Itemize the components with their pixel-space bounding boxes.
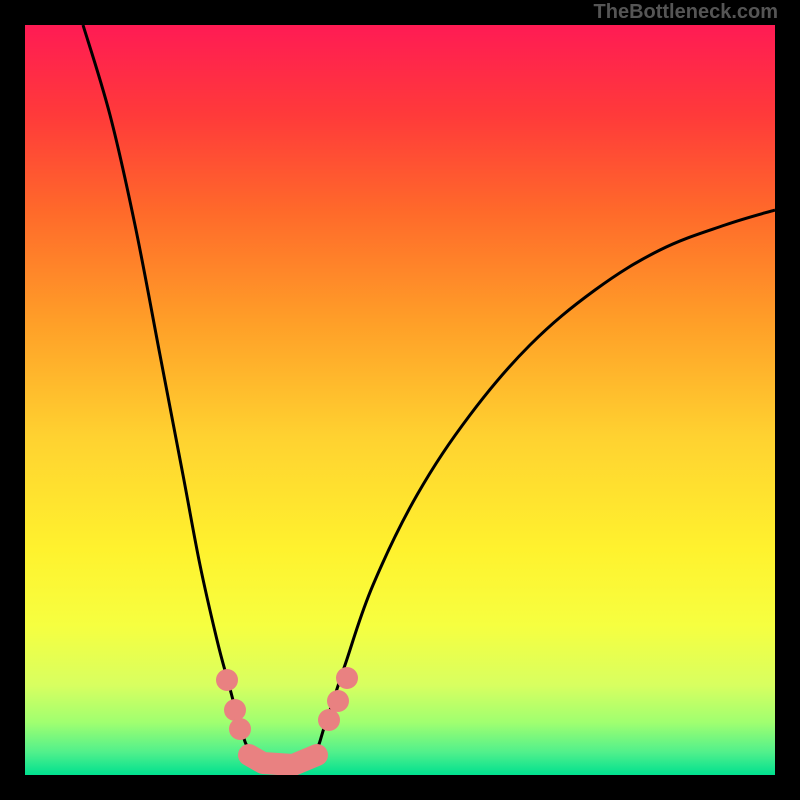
watermark-text: TheBottleneck.com <box>594 1 778 24</box>
marker-dot <box>216 669 238 691</box>
marker-dot <box>318 709 340 731</box>
chart-container: TheBottleneck.com <box>0 0 800 800</box>
marker-dot <box>229 718 251 740</box>
curve-overlay <box>25 25 775 775</box>
marker-dot <box>224 699 246 721</box>
v-curve <box>83 25 775 765</box>
plot-area <box>25 25 775 775</box>
markers <box>216 667 358 765</box>
marker-dot <box>336 667 358 689</box>
marker-bottom-segment <box>249 755 317 765</box>
marker-dot <box>327 690 349 712</box>
